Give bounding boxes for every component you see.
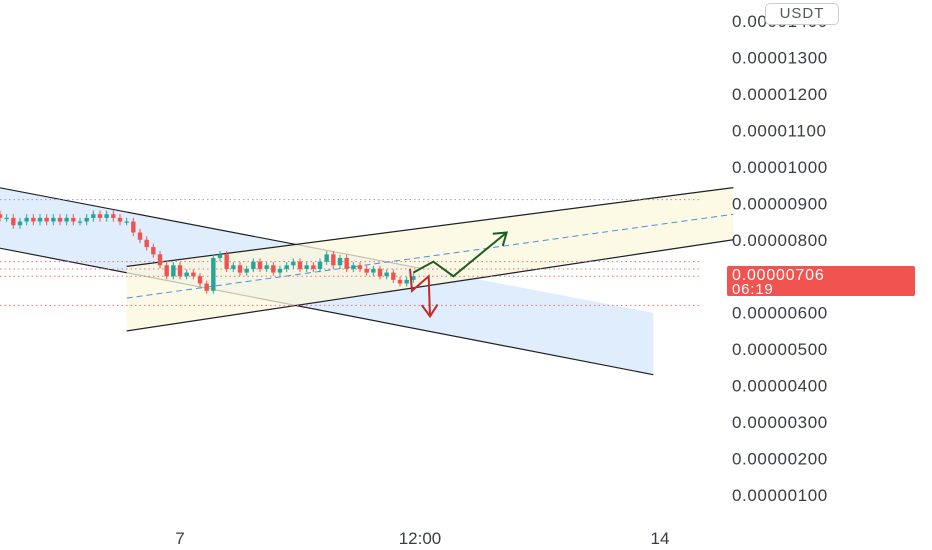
ascending-channel-lower-line — [126, 239, 734, 332]
ascending-channel-midline — [126, 213, 734, 299]
candle-body — [397, 279, 403, 284]
candle-body — [304, 265, 309, 269]
y-tick-label[interactable]: 0.00001200 — [732, 85, 828, 104]
candle-body — [371, 268, 376, 273]
candle-body — [337, 258, 343, 266]
last-price-label: 0.00000706 06:19 — [727, 266, 915, 298]
ascending-channel-fill — [126, 187, 734, 331]
y-tick-label[interactable]: 0.00000100 — [732, 486, 828, 505]
candle-body — [124, 221, 129, 223]
time-axis[interactable]: 7 12:00 14 — [175, 529, 669, 548]
candlestick-series — [0, 210, 416, 294]
candle-body — [104, 214, 109, 218]
candle-body — [71, 217, 76, 222]
candle-body — [377, 268, 383, 277]
bullish-path-arrow — [412, 231, 508, 278]
candle-body — [31, 217, 36, 222]
y-tick-label[interactable]: 0.00000400 — [732, 377, 828, 396]
candle-body — [217, 254, 223, 258]
y-tick-label[interactable]: 0.00001000 — [732, 158, 828, 177]
candle-body — [211, 258, 216, 291]
y-tick-label[interactable]: 0.00000500 — [732, 340, 828, 359]
candle-body — [251, 261, 256, 269]
y-tick-label[interactable]: 0.00001300 — [732, 48, 828, 67]
y-tick-label[interactable]: 0.00000200 — [732, 450, 828, 469]
candle-body — [37, 217, 43, 222]
candle-body — [357, 265, 363, 269]
x-tick-label[interactable]: 12:00 — [399, 529, 442, 548]
candle-body — [404, 279, 409, 284]
arrow-drawings — [409, 231, 509, 319]
candle-body — [364, 268, 369, 273]
drawings-layer — [0, 187, 734, 376]
candle-body — [184, 272, 189, 277]
candle-body — [44, 217, 49, 222]
candle-body — [17, 221, 23, 226]
candle-body — [157, 254, 163, 266]
candle-body — [344, 258, 349, 269]
candle-body — [64, 217, 69, 222]
candle-body — [244, 268, 249, 273]
candle-body — [137, 232, 143, 240]
candle-body — [117, 217, 123, 222]
candle-body — [311, 265, 316, 269]
bearish-arrow-head — [420, 303, 439, 319]
candle-body — [231, 265, 236, 269]
candle-body — [237, 265, 243, 273]
candle-body — [224, 254, 229, 269]
candle-body — [411, 276, 416, 280]
candle-body — [84, 217, 89, 222]
candle-body — [204, 283, 209, 291]
candle-body — [51, 217, 56, 222]
candle-body — [324, 254, 329, 262]
candle-body — [0, 214, 3, 218]
candle-body — [191, 272, 196, 277]
last-price-value: 0.00000706 — [732, 267, 825, 284]
candle-body — [177, 265, 183, 277]
candle-body — [351, 265, 356, 269]
candle-body — [277, 268, 283, 273]
candle-body — [4, 217, 9, 220]
y-tick-label[interactable]: 0.00000900 — [732, 194, 828, 213]
candle-body — [144, 239, 149, 248]
price-axis[interactable]: 0.000014000.000013000.000012000.00001100… — [732, 12, 828, 505]
x-tick-label[interactable]: 14 — [651, 529, 670, 548]
y-tick-label[interactable]: 0.00001100 — [732, 121, 827, 140]
candle-body — [77, 221, 83, 223]
y-tick-label[interactable]: 0.00000800 — [732, 231, 828, 250]
candle-body — [24, 217, 29, 222]
candle-body — [111, 214, 116, 218]
candle-body — [171, 265, 176, 277]
candle-body — [11, 217, 16, 226]
candle-body — [297, 261, 303, 269]
candle-body — [164, 265, 169, 277]
candle-body — [97, 214, 103, 218]
candle-body — [257, 261, 263, 269]
candle-body — [384, 272, 389, 277]
candle-body — [57, 217, 63, 222]
candle-body — [91, 214, 96, 218]
bar-countdown: 06:19 — [732, 281, 774, 298]
bearish-path-arrow — [409, 268, 431, 317]
y-tick-label[interactable]: 0.00000600 — [732, 304, 828, 323]
candle-body — [317, 261, 323, 269]
candle-body — [131, 221, 136, 233]
candle-body — [391, 272, 396, 280]
currency-badge[interactable]: USDT — [765, 3, 839, 25]
candle-body — [271, 265, 276, 273]
ascending-channel-upper-line — [126, 187, 734, 267]
candle-body — [264, 265, 269, 269]
candle-body — [284, 265, 289, 269]
x-tick-label[interactable]: 7 — [175, 529, 184, 548]
candle-body — [151, 247, 156, 255]
candle-body — [291, 261, 296, 266]
bullish-arrow-head — [492, 231, 509, 247]
candle-body — [197, 276, 203, 284]
candle-body — [331, 254, 336, 266]
y-tick-label[interactable]: 0.00000300 — [732, 413, 828, 432]
